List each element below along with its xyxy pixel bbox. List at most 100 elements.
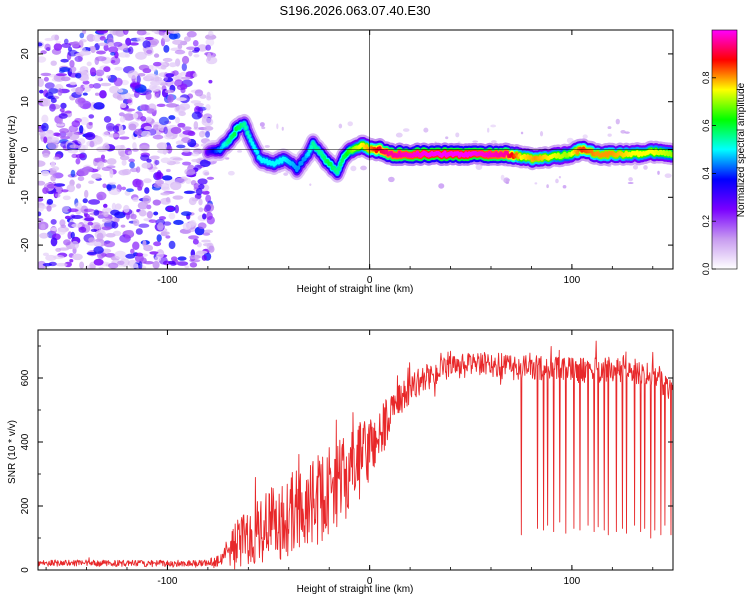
heatmap-noise-cell [165, 103, 178, 108]
heatmap-noise-cell [143, 126, 153, 131]
colorbar-tick-label: 0.0 [701, 263, 711, 276]
heatmap-noise-cell [94, 157, 106, 163]
heatmap-noise-cell [129, 167, 138, 173]
heatmap-noise-cell [168, 240, 176, 250]
y-tick-label: 10 [20, 96, 31, 108]
heatmap-speckle-cell [555, 178, 559, 184]
heatmap-noise-cell [107, 181, 117, 185]
heatmap-noise-cell [124, 53, 131, 58]
heatmap-noise-cell [132, 197, 140, 203]
heatmap-noise-cell [54, 193, 61, 198]
heatmap-noise-cell [50, 161, 56, 168]
heatmap-noise-cell [45, 92, 54, 99]
heatmap-noise-cell [110, 209, 120, 216]
heatmap-noise-cell [137, 201, 149, 210]
heatmap-noise-cell [77, 176, 85, 182]
heatmap-noise-cell [74, 97, 86, 105]
heatmap-noise-cell [166, 206, 175, 211]
heatmap-speckle-cell [520, 131, 524, 135]
heatmap-noise-cell [101, 226, 112, 231]
heatmap-noise-cell [182, 147, 191, 153]
heatmap-noise-cell [123, 204, 130, 213]
heatmap-noise-cell [118, 112, 125, 117]
heatmap-noise-cell [162, 142, 168, 152]
heatmap-noise-cell [193, 54, 200, 58]
heatmap-noise-cell [176, 144, 186, 149]
heatmap-noise-cell [44, 37, 54, 42]
heatmap-speckle-cell [445, 136, 449, 140]
x-tick-label: 0 [367, 275, 373, 286]
heatmap-noise-cell [83, 217, 95, 221]
heatmap-noise-cell [154, 159, 160, 166]
heatmap-noise-cell [181, 55, 190, 65]
figure-title: S196.2026.063.07.40.E30 [279, 3, 430, 18]
heatmap-noise-cell [172, 75, 180, 81]
heatmap-noise-cell [91, 173, 102, 180]
heatmap-speckle-cell [283, 172, 289, 176]
heatmap-noise-cell [188, 50, 193, 57]
heatmap-noise-cell [132, 241, 140, 250]
heatmap-noise-cell [103, 116, 112, 123]
heatmap-noise-cell [38, 160, 46, 167]
heatmap-ridge-cell [337, 166, 341, 171]
heatmap-noise-cell [43, 76, 49, 82]
heatmap-noise-cell [202, 243, 212, 247]
heatmap-noise-cell [60, 58, 69, 63]
heatmap-noise-cell [194, 164, 202, 170]
heatmap-noise-cell [176, 97, 187, 102]
heatmap-noise-cell [156, 234, 162, 243]
heatmap-noise-cell [143, 261, 154, 265]
heatmap-noise-cell [121, 186, 127, 191]
heatmap-ridge-cell [329, 161, 333, 167]
heatmap-noise-cell [126, 99, 132, 104]
heatmap-zero-lines [38, 30, 673, 269]
heatmap-speckle-cell [360, 165, 367, 171]
heatmap-noise-cell [120, 224, 126, 228]
heatmap-noise-cell [57, 88, 63, 96]
heatmap-noise-cell [88, 199, 101, 205]
heatmap-noise-cell [193, 121, 199, 130]
heatmap-noise-cell [75, 158, 81, 165]
heatmap-noise-cell [82, 198, 88, 204]
snr-frame [37, 329, 674, 571]
heatmap-noise-cell [98, 266, 104, 269]
heatmap-noise-cell [138, 223, 150, 228]
heatmap-noise-cell [50, 60, 57, 66]
heatmap-noise-cell [125, 253, 136, 259]
heatmap-noise-cell [52, 132, 61, 137]
heatmap-noise-cell [184, 265, 190, 269]
heatmap-noise-cell [156, 170, 162, 178]
heatmap-noise-cell [62, 195, 71, 201]
heatmap-speckle-cell [455, 132, 460, 138]
heatmap-noise-cell [119, 136, 130, 140]
heatmap-noise-cell [103, 203, 108, 209]
x-tick-label: 100 [564, 275, 581, 286]
heatmap-noise-cell [205, 103, 211, 111]
heatmap-noise-cell [88, 121, 93, 126]
heatmap-noise-cell [177, 122, 186, 128]
heatmap-noise-cell [103, 240, 116, 248]
heatmap-noise-cell [130, 213, 137, 220]
heatmap-noise-cell [143, 178, 152, 184]
heatmap-noise-cell [94, 241, 102, 248]
heatmap-noise-cell [122, 30, 129, 35]
heatmap-noise-cell [52, 166, 60, 171]
heatmap-noise-cell [157, 222, 164, 231]
heatmap-noise-cell [204, 172, 210, 176]
heatmap-noise-cell [195, 187, 203, 196]
heatmap-noise-cell [40, 223, 46, 231]
heatmap-noise-cell [108, 46, 119, 54]
heatmap-noise-cell [79, 38, 87, 43]
heatmap-noise-cell [181, 137, 192, 144]
heatmap-noise-cell [141, 162, 151, 169]
heatmap-noise-cell [109, 169, 114, 179]
heatmap-noise-cell [128, 123, 137, 131]
heatmap-noise-cell [102, 183, 107, 189]
heatmap-noise-cell [55, 40, 62, 44]
heatmap-noise-cell [203, 229, 214, 234]
heatmap-noise-cell [137, 179, 144, 189]
heatmap-noise-cell [105, 232, 116, 238]
heatmap-noise-cell [114, 66, 123, 71]
heatmap-speckle-cell [395, 132, 403, 138]
heatmap-noise-cell [139, 144, 150, 152]
